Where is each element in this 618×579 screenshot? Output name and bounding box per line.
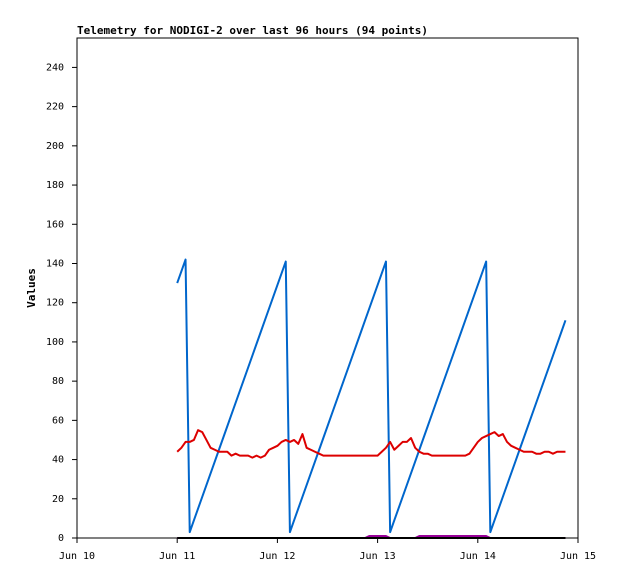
y-tick-label: 20 [52,494,64,505]
x-tick-label: Jun 11 [159,551,195,562]
series-line [176,429,566,459]
y-axis-label: Values [25,268,38,308]
x-tick-label: Jun 10 [59,551,95,562]
y-tick-label: 180 [46,180,64,191]
x-tick-label: Jun 14 [460,551,496,562]
x-tick-label: Jun 13 [360,551,396,562]
y-tick-label: 160 [46,219,64,230]
y-tick-label: 120 [46,298,64,309]
y-tick-label: 140 [46,258,64,269]
y-tick-label: 80 [52,376,64,387]
y-tick-label: 60 [52,415,64,426]
y-tick-label: 40 [52,455,64,466]
series-line [176,258,567,534]
x-tick-label: Jun 15 [560,551,596,562]
y-tick-label: 240 [46,62,64,73]
x-tick-label: Jun 12 [259,551,295,562]
y-tick-label: 100 [46,337,64,348]
y-tick-label: 220 [46,102,64,113]
chart-title: Telemetry for NODIGI-2 over last 96 hour… [77,24,428,37]
y-tick-label: 200 [46,141,64,152]
y-tick-label: 0 [58,533,64,544]
